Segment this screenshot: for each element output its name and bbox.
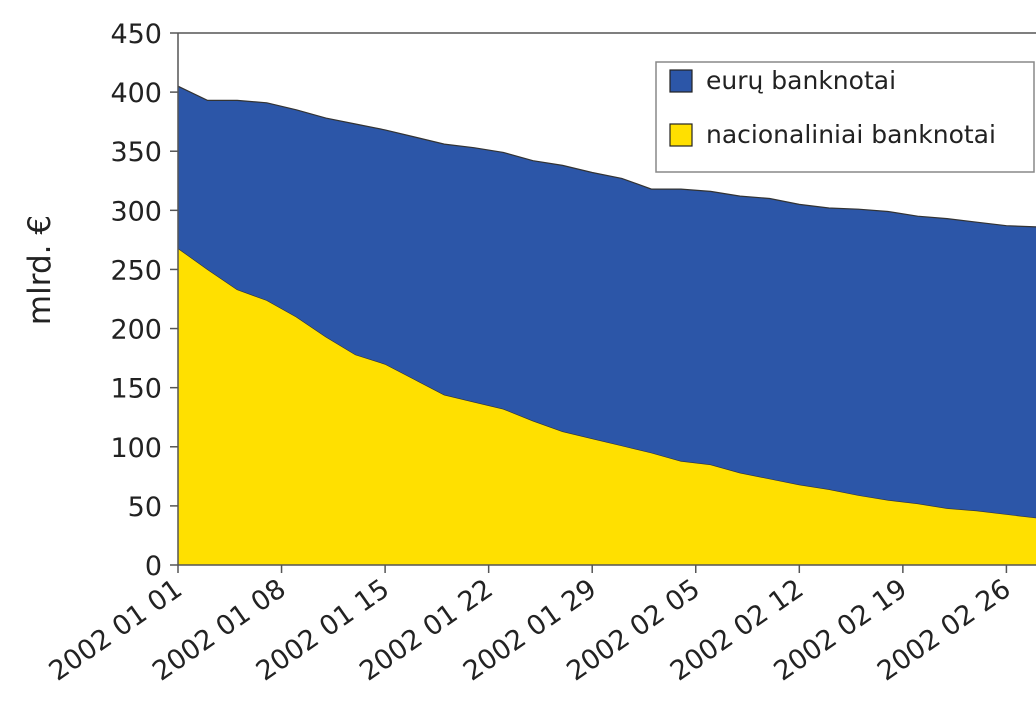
legend-swatch-euru [669, 69, 693, 93]
series-boundary-line-1 [177, 85, 1036, 228]
y-tick-label: 50 [128, 492, 162, 523]
area-layer [177, 85, 1036, 565]
legend-label-euru: eurų banknotai [706, 66, 896, 95]
legend: eurų banknotai nacionaliniai banknotai [655, 61, 1035, 173]
y-tick-label: 250 [110, 255, 162, 286]
series-area-1 [178, 86, 1036, 518]
y-tick-label: 350 [110, 137, 162, 168]
y-axis-ticks: 0 50 100 150 200 250 300 350 400 450 [110, 19, 178, 582]
legend-swatch-nacionaliniai [669, 123, 693, 147]
y-tick-label: 300 [110, 196, 162, 227]
legend-label-nacionaliniai: nacionaliniai banknotai [706, 120, 996, 149]
y-tick-label: 0 [145, 551, 162, 582]
y-tick-label: 450 [110, 19, 162, 50]
y-tick-label: 200 [110, 315, 162, 346]
legend-box [655, 61, 1035, 173]
y-axis-label: mlrd. € [22, 215, 58, 325]
y-tick-label: 100 [110, 433, 162, 464]
y-tick-label: 150 [110, 374, 162, 405]
y-tick-label: 400 [110, 78, 162, 109]
series-area-0 [178, 248, 1036, 565]
